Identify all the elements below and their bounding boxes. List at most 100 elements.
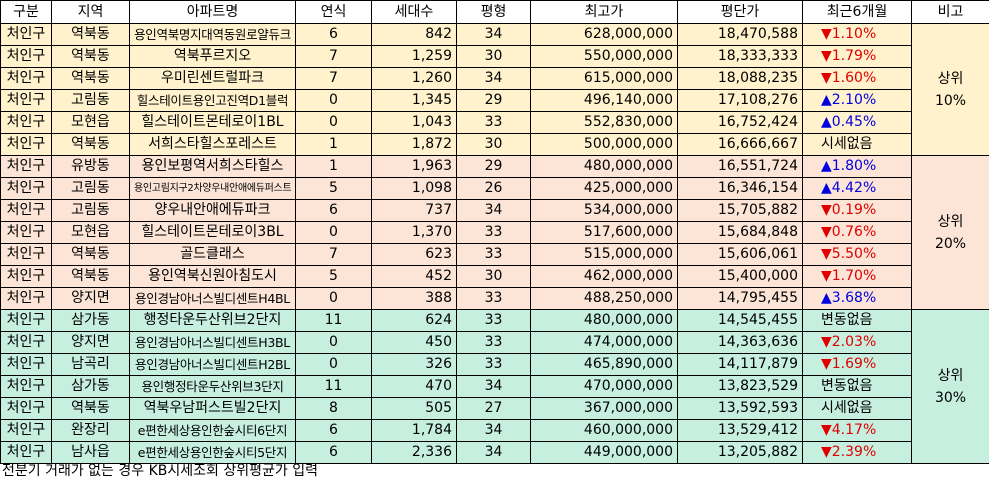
table-cell: 1,260 (371, 67, 457, 90)
table-cell: 힐스테이트몬테로이1BL (129, 111, 296, 134)
table-cell: 16,346,154 (677, 177, 803, 200)
table-cell: 용인경남아너스빌디센트H3BL (129, 331, 296, 354)
table-cell: 변동없음 (802, 309, 912, 332)
table-cell: 역북동 (51, 67, 130, 90)
table-cell: 326 (371, 353, 457, 376)
table-cell: 양지면 (51, 287, 130, 310)
table-cell: 용인행정타운두산위브3단지 (129, 375, 296, 398)
table-row: 처인구 역북동 골드클래스 7 623 33 515,000,000 15,606,061 ▼5… (0, 243, 989, 266)
table-cell: 용인경남아너스빌디센트H4BL (129, 287, 296, 310)
table-cell: 역북푸르지오 (129, 45, 296, 68)
table-cell: 0 (295, 353, 372, 376)
table-cell: 1 (295, 133, 372, 156)
table-cell: 1,098 (371, 177, 457, 200)
table-cell: 7 (295, 243, 372, 266)
table-cell: 용인고림지구2차양우내안애에듀퍼스트 (129, 177, 296, 200)
table-cell: 496,140,000 (530, 89, 678, 112)
table-cell: 처인구 (0, 155, 52, 178)
column-header: 세대수 (371, 0, 457, 24)
table-cell: ▲2.10% (802, 89, 912, 112)
table-cell: 6 (295, 199, 372, 222)
table-cell: 474,000,000 (530, 331, 678, 354)
table-row: 처인구 역북동 역북우남퍼스트빌2단지 8 505 27 367,000,000 13,592… (0, 397, 989, 420)
table-cell: 13,529,412 (677, 419, 803, 442)
table-cell: 처인구 (0, 221, 52, 244)
table-cell: 시세없음 (802, 397, 912, 420)
table-cell: 1,370 (371, 221, 457, 244)
table-row: 처인구 역북동 역북푸르지오 7 1,259 30 550,000,000 18,333,33… (0, 45, 989, 68)
table-cell: 5 (295, 177, 372, 200)
table-cell: 11 (295, 375, 372, 398)
table-row: 처인구 모현읍 힐스테이트몬테로이3BL 0 1,370 33 517,600,000 15,… (0, 221, 989, 244)
table-cell: 29 (456, 89, 531, 112)
table-row: 처인구 남사읍 e편한세상용인한숲시티5단지 6 2,336 34 449,000,000 1… (0, 441, 989, 464)
table-cell: 18,333,333 (677, 45, 803, 68)
table-cell: 0 (295, 221, 372, 244)
table-cell: 367,000,000 (530, 397, 678, 420)
table-cell: 처인구 (0, 441, 52, 464)
table-cell: 7 (295, 45, 372, 68)
table-cell: 16,551,724 (677, 155, 803, 178)
table-cell: 500,000,000 (530, 133, 678, 156)
table-row: 처인구 양지면 용인경남아너스빌디센트H4BL 0 388 33 488,250,000 14… (0, 287, 989, 310)
table-cell: 505 (371, 397, 457, 420)
table-cell: 1,345 (371, 89, 457, 112)
table-cell: ▼2.03% (802, 331, 912, 354)
tier-note-line: 상위 (937, 70, 964, 87)
table-cell: 처인구 (0, 133, 52, 156)
table-cell: 16,752,424 (677, 111, 803, 134)
table-cell: 452 (371, 265, 457, 288)
table-cell: 0 (295, 331, 372, 354)
table-cell: 시세없음 (802, 133, 912, 156)
table-cell: 460,000,000 (530, 419, 678, 442)
table-cell: 행정타운두산위브2단지 (129, 309, 296, 332)
column-header: 아파트명 (129, 0, 296, 24)
footnote: 전분기 거래가 없는 경우 KB시세조회 상위평균가 입력 (2, 463, 318, 479)
table-cell: 34 (456, 67, 531, 90)
table-cell: ▼1.60% (802, 67, 912, 90)
table-cell: e편한세상용인한숲시티6단지 (129, 419, 296, 442)
table-cell: 34 (456, 23, 531, 46)
table-cell: 33 (456, 331, 531, 354)
table-cell: 15,400,000 (677, 265, 803, 288)
table-cell: 623 (371, 243, 457, 266)
table-cell: 처인구 (0, 89, 52, 112)
table-cell: 515,000,000 (530, 243, 678, 266)
column-header: 평형 (456, 0, 531, 24)
table-cell: 역북동 (51, 133, 130, 156)
table-cell: 449,000,000 (530, 441, 678, 464)
table-cell: 유방동 (51, 155, 130, 178)
table-cell: 고림동 (51, 89, 130, 112)
table-cell: 13,592,593 (677, 397, 803, 420)
table-cell: 고림동 (51, 177, 130, 200)
table-cell: 465,890,000 (530, 353, 678, 376)
table-cell: 용인경남아너스빌디센트H2BL (129, 353, 296, 376)
table-row: 처인구 남곡리 용인경남아너스빌디센트H2BL 0 326 33 465,890,000 14… (0, 353, 989, 376)
table-cell: 모현읍 (51, 111, 130, 134)
table-cell: 6 (295, 23, 372, 46)
table-cell: ▼1.10% (802, 23, 912, 46)
table-cell: 628,000,000 (530, 23, 678, 46)
table-cell: 26 (456, 177, 531, 200)
tier-note-line: 상위 (937, 213, 964, 230)
table-cell: 용인역북신원아침도시 (129, 265, 296, 288)
table-cell: 0 (295, 111, 372, 134)
table-cell: 388 (371, 287, 457, 310)
table-cell: 18,088,235 (677, 67, 803, 90)
table-cell: 삼가동 (51, 375, 130, 398)
table-cell: 처인구 (0, 177, 52, 200)
table-cell: 힐스테이트몬테로이3BL (129, 221, 296, 244)
table-cell: 처인구 (0, 397, 52, 420)
table-cell: 양지면 (51, 331, 130, 354)
table-cell: 488,250,000 (530, 287, 678, 310)
table-cell: 힐스테이트용인고진역D1블럭 (129, 89, 296, 112)
table-cell: 역북동 (51, 23, 130, 46)
table-cell: 842 (371, 23, 457, 46)
table-cell: 470 (371, 375, 457, 398)
table-cell: 역북동 (51, 397, 130, 420)
table-cell: 처인구 (0, 67, 52, 90)
table-cell: 처인구 (0, 199, 52, 222)
table-cell: 처인구 (0, 111, 52, 134)
table-cell: 33 (456, 309, 531, 332)
table-cell: 14,117,879 (677, 353, 803, 376)
